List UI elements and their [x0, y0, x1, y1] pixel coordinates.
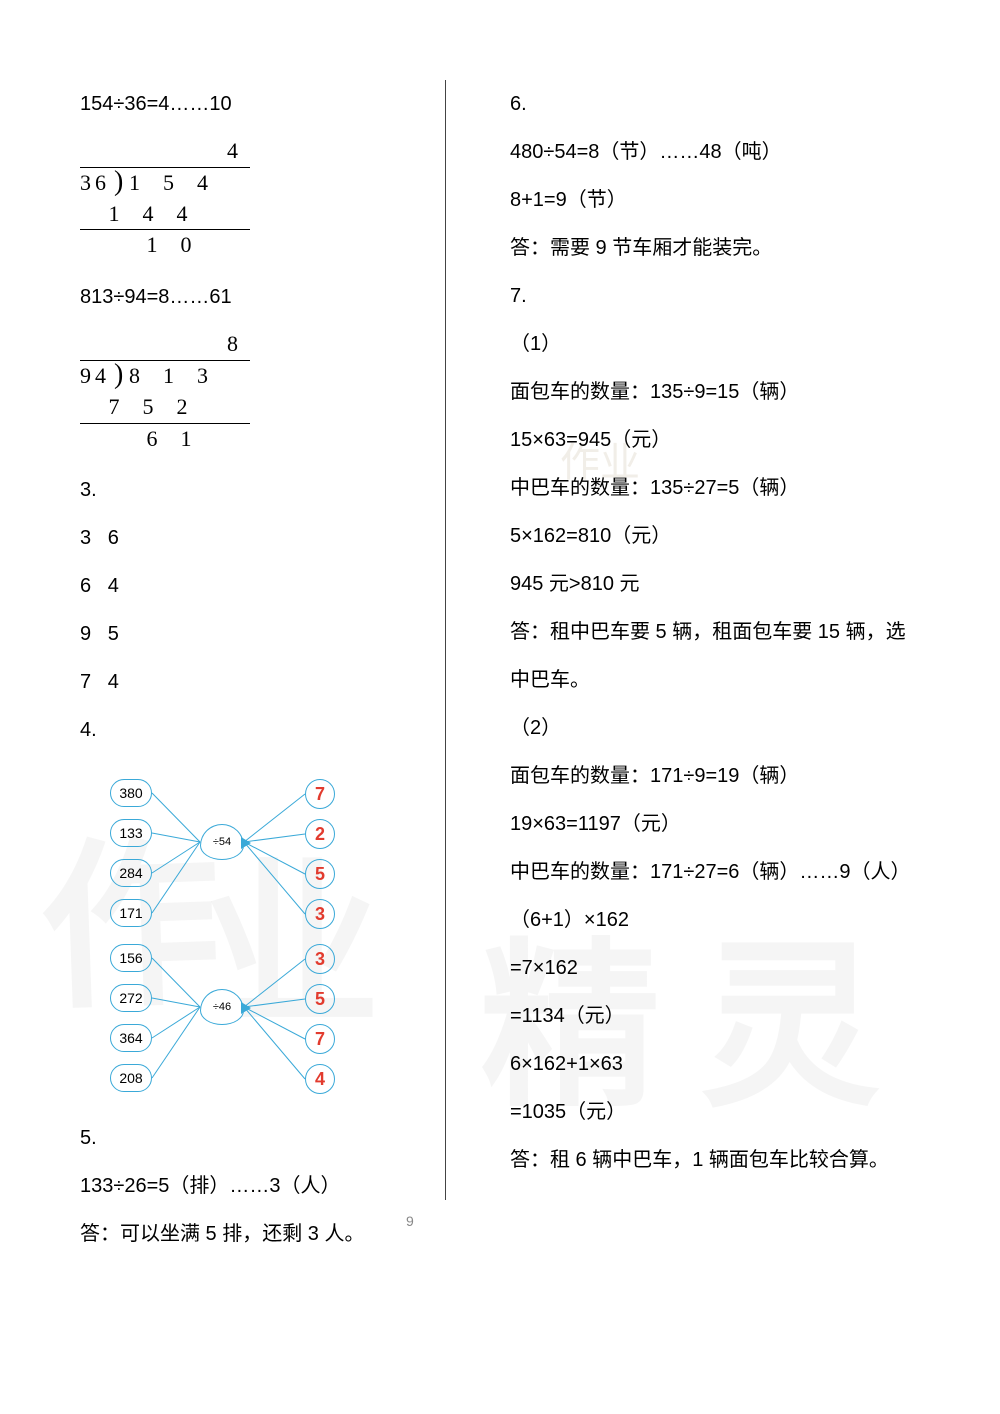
q7-1-line: 面包车的数量：135÷9=15（辆）	[510, 368, 910, 416]
ld-remainder: 6 1	[80, 424, 250, 455]
match-right-circle: 5	[305, 984, 335, 1014]
match-left-oval: 171	[110, 899, 152, 927]
q7-1-label: （1）	[510, 320, 910, 368]
q7-2-answer: 答：租 6 辆中巴车，1 辆面包车比较合算。	[510, 1136, 910, 1184]
match-right-circle: 7	[305, 779, 335, 809]
page-number: 9	[406, 1213, 414, 1229]
q7-2-line: =1134（元）	[510, 992, 910, 1040]
ld-divisor-dividend: 94 8 1 3	[80, 361, 250, 392]
q7-1-line: 945 元>810 元	[510, 560, 910, 608]
question-3-label: 3.	[80, 466, 480, 514]
q7-2-line: 6×162+1×63	[510, 1040, 910, 1088]
ld-remainder: 1 0	[80, 230, 250, 261]
q7-1-line: 5×162=810（元）	[510, 512, 910, 560]
q6-line: 8+1=9（节）	[510, 176, 910, 224]
q7-2-line: =1035（元）	[510, 1088, 910, 1136]
match-left-oval: 364	[110, 1024, 152, 1052]
left-column: 154÷36=4……10 4 36 1 5 4 ) 1 4 4 1 0 813÷…	[80, 80, 480, 1258]
q5-equation: 133÷26=5（排）……3（人）	[80, 1162, 480, 1210]
match-left-oval: 272	[110, 984, 152, 1012]
match-right-circle: 4	[305, 1064, 335, 1094]
right-column: 6. 480÷54=8（节）……48（吨） 8+1=9（节） 答：需要 9 节车…	[510, 80, 910, 1258]
q7-1-line: 中巴车的数量：135÷27=5（辆）	[510, 464, 910, 512]
long-division-1: 4 36 1 5 4 ) 1 4 4 1 0	[80, 136, 250, 261]
long-division-2: 8 94 8 1 3 ) 7 5 2 6 1	[80, 329, 250, 454]
equation-text: 813÷94=8……61	[80, 273, 480, 321]
q3-row: 6 4	[80, 562, 480, 610]
q7-2-line: 19×63=1197（元）	[510, 800, 910, 848]
q7-1-answer: 答：租中巴车要 5 辆，租面包车要 15 辆，选中巴车。	[510, 608, 910, 704]
fish-divisor-icon: ÷46	[200, 989, 244, 1025]
q5-answer: 答：可以坐满 5 排，还剩 3 人。	[80, 1210, 480, 1258]
ld-quotient: 4	[80, 136, 250, 168]
match-left-oval: 208	[110, 1064, 152, 1092]
match-right-circle: 2	[305, 819, 335, 849]
q3-row: 7 4	[80, 658, 480, 706]
question-4-label: 4.	[80, 706, 480, 754]
ld-dividend: 8 1 3	[129, 363, 212, 388]
match-left-oval: 380	[110, 779, 152, 807]
q6-line: 480÷54=8（节）……48（吨）	[510, 128, 910, 176]
fish-divisor-icon: ÷54	[200, 824, 244, 860]
q3-row: 3 6	[80, 514, 480, 562]
equation-text: 154÷36=4……10	[80, 80, 480, 128]
ld-divisor: 94	[80, 363, 110, 388]
ld-bracket: )	[114, 355, 123, 394]
match-right-circle: 3	[305, 944, 335, 974]
q7-2-line: 面包车的数量：171÷9=19（辆）	[510, 752, 910, 800]
ld-subtrahend: 7 5 2	[80, 392, 250, 424]
ld-divisor: 36	[80, 170, 110, 195]
ld-dividend: 1 5 4	[129, 170, 212, 195]
match-right-circle: 7	[305, 1024, 335, 1054]
match-right-circle: 3	[305, 899, 335, 929]
question-6-label: 6.	[510, 80, 910, 128]
q7-2-line: （6+1）×162	[510, 896, 910, 944]
q7-2-line: 中巴车的数量：171÷27=6（辆）……9（人）	[510, 848, 910, 896]
q7-2-label: （2）	[510, 704, 910, 752]
matching-diagram: 380 133 284 171 7 2 5 3 ÷54 156 272 364 208 3 5 7 4 ÷46	[80, 764, 420, 1094]
ld-divisor-dividend: 36 1 5 4	[80, 168, 250, 199]
q7-2-line: =7×162	[510, 944, 910, 992]
match-left-oval: 156	[110, 944, 152, 972]
question-5-label: 5.	[80, 1114, 480, 1162]
page-content: 154÷36=4……10 4 36 1 5 4 ) 1 4 4 1 0 813÷…	[0, 0, 1000, 1298]
match-left-oval: 133	[110, 819, 152, 847]
question-7-label: 7.	[510, 272, 910, 320]
match-right-circle: 5	[305, 859, 335, 889]
q3-row: 9 5	[80, 610, 480, 658]
q7-1-line: 15×63=945（元）	[510, 416, 910, 464]
q6-answer: 答：需要 9 节车厢才能装完。	[510, 224, 910, 272]
ld-subtrahend: 1 4 4	[80, 199, 250, 231]
ld-bracket: )	[114, 162, 123, 201]
ld-quotient: 8	[80, 329, 250, 361]
match-left-oval: 284	[110, 859, 152, 887]
column-divider	[445, 80, 446, 1200]
